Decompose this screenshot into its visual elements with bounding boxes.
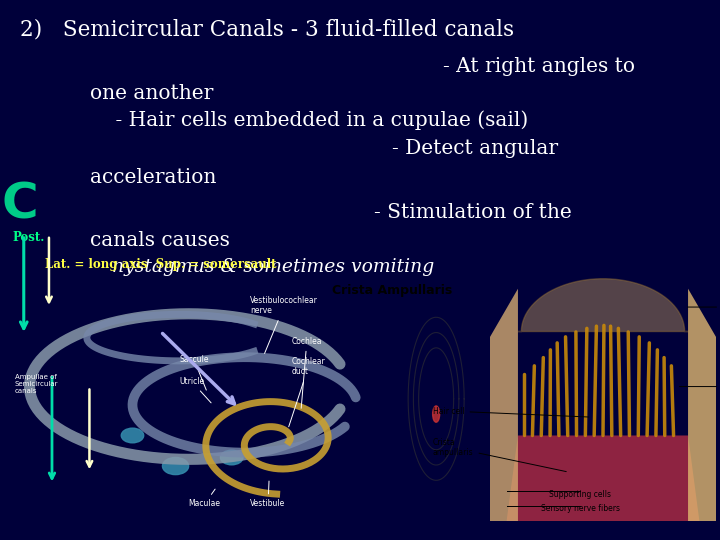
Text: canals causes: canals causes	[90, 231, 230, 250]
Polygon shape	[490, 289, 518, 521]
Polygon shape	[518, 279, 688, 332]
Text: - At right angles to: - At right angles to	[443, 57, 635, 76]
Text: Vestibule: Vestibule	[251, 481, 286, 509]
Text: Cochlear
duct: Cochlear duct	[289, 357, 325, 427]
Circle shape	[220, 450, 243, 465]
Text: acceleration: acceleration	[90, 168, 217, 187]
Text: Maculae: Maculae	[189, 489, 220, 509]
Circle shape	[163, 457, 189, 475]
Text: Vestibulocochlear
nerve: Vestibulocochlear nerve	[251, 296, 318, 353]
Circle shape	[433, 406, 440, 422]
Text: Crista
ampullaris: Crista ampullaris	[433, 438, 566, 471]
Text: Sensory nerve fibers: Sensory nerve fibers	[541, 504, 620, 514]
Text: - Detect angular: - Detect angular	[392, 139, 559, 158]
Polygon shape	[688, 289, 716, 521]
Text: 2)   Semicircular Canals - 3 fluid-filled canals: 2) Semicircular Canals - 3 fluid-filled …	[20, 19, 514, 41]
Text: Saccule: Saccule	[179, 355, 209, 390]
Text: Crista Ampullaris: Crista Ampullaris	[332, 284, 453, 297]
Text: Supporting cells: Supporting cells	[549, 490, 611, 499]
Polygon shape	[507, 435, 699, 521]
Text: Utricle: Utricle	[179, 377, 211, 403]
Text: Cupula: Cupula	[688, 302, 720, 312]
Text: C: C	[1, 181, 39, 229]
Text: - Stimulation of the: - Stimulation of the	[374, 202, 572, 221]
Text: Ampullae of
Semicircular
canals: Ampullae of Semicircular canals	[14, 374, 58, 394]
Text: Hair cell: Hair cell	[433, 407, 589, 417]
Text: one another: one another	[90, 84, 213, 103]
Text: Post.: Post.	[13, 231, 45, 244]
Text: - Hair cells embedded in a cupulae (sail): - Hair cells embedded in a cupulae (sail…	[90, 111, 528, 130]
Text: Hairs: Hairs	[680, 382, 720, 391]
Text: nystagmus & sometimes vomiting: nystagmus & sometimes vomiting	[112, 258, 434, 276]
Circle shape	[121, 428, 144, 443]
Text: Lat. = long axis  Sup. = somersault: Lat. = long axis Sup. = somersault	[45, 258, 277, 271]
Text: Cochlea: Cochlea	[292, 337, 322, 408]
